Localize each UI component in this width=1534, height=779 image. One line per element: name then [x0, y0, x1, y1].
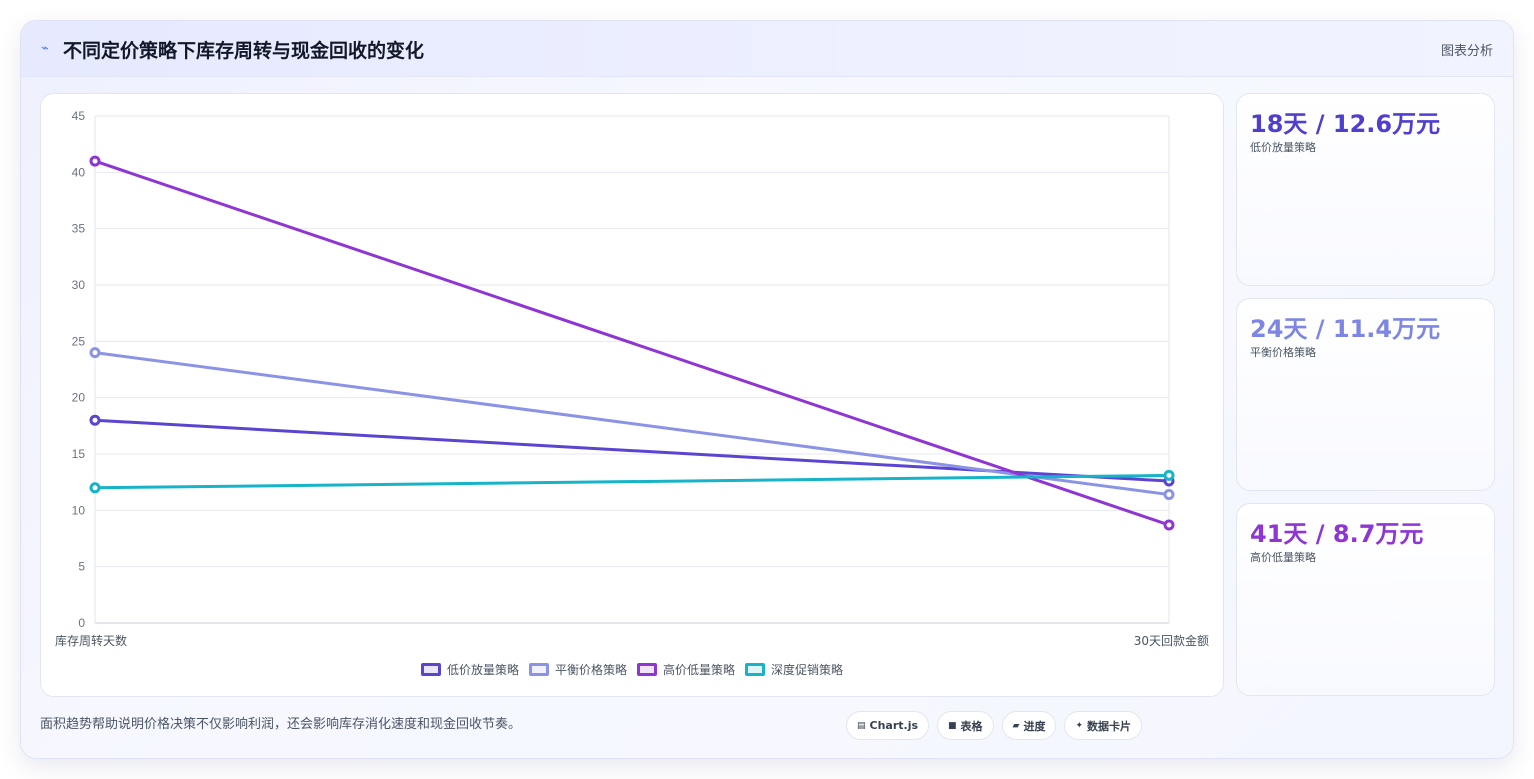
table-icon: ■	[948, 720, 957, 731]
chip-label: 表格	[960, 719, 983, 733]
data-point	[1163, 469, 1175, 481]
chip-label: 进度	[1023, 719, 1046, 733]
y-tick-label: 5	[78, 560, 85, 574]
legend-label: 高价低量策略	[663, 662, 736, 677]
data-point	[1163, 519, 1175, 531]
stat-card-1: 24天 / 11.4万元 平衡价格策略	[1236, 298, 1495, 491]
y-tick-label: 40	[72, 165, 86, 179]
y-tick-label: 35	[72, 222, 86, 236]
chip-table[interactable]: ■ 表格	[937, 711, 994, 740]
legend-swatch	[745, 662, 766, 676]
y-tick-label: 20	[72, 391, 86, 405]
series-line	[94, 351, 1170, 497]
data-point	[89, 414, 101, 426]
progress-icon: ▰	[1012, 720, 1020, 731]
chip-data-card[interactable]: ✦ 数据卡片	[1064, 711, 1143, 740]
series-line	[94, 159, 1170, 527]
data-point	[1163, 489, 1175, 501]
chip-chartjs[interactable]: ▤ Chart.js	[846, 711, 930, 740]
legend-label: 低价放量策略	[446, 662, 519, 677]
y-tick-label: 25	[72, 334, 86, 348]
data-point	[89, 482, 101, 494]
stat-value: 18天 / 12.6万元	[1250, 110, 1441, 138]
legend-swatch	[528, 662, 549, 676]
legend-item[interactable]: 深度促销策略	[745, 659, 843, 679]
sparkle-icon: ✦	[1075, 720, 1084, 731]
line-chart: 0 5 10 15 20 25 30 35 40 45 库存周转天数 30天回款金额	[55, 109, 1209, 648]
x-tick-label: 库存周转天数	[55, 633, 127, 648]
footer-note: 面积趋势帮助说明价格决策不仅影响利润，还会影响库存消化速度和现金回收节奏。	[40, 717, 522, 732]
x-tick-label: 30天回款金额	[1134, 633, 1209, 648]
legend-item[interactable]: 低价放量策略	[420, 659, 519, 679]
stat-label: 平衡价格策略	[1250, 346, 1316, 359]
feature-chips: ▤ Chart.js ■ 表格 ▰ 进度 ✦ 数据卡片	[846, 711, 1143, 740]
y-tick-label: 30	[72, 278, 86, 292]
y-tick-label: 45	[72, 109, 86, 123]
card-tag: 图表分析	[1440, 44, 1493, 59]
stat-value: 41天 / 8.7万元	[1250, 520, 1424, 548]
stat-value: 24天 / 11.4万元	[1250, 315, 1441, 343]
card-header: ⌁ 不同定价策略下库存周转与现金回收的变化 图表分析	[21, 21, 1513, 77]
card-title: 不同定价策略下库存周转与现金回收的变化	[63, 40, 425, 62]
y-tick-label: 0	[78, 616, 85, 630]
legend-item[interactable]: 平衡价格策略	[528, 659, 627, 679]
chip-progress[interactable]: ▰ 进度	[1001, 711, 1057, 740]
legend-label: 深度促销策略	[771, 662, 844, 677]
stat-label: 低价放量策略	[1250, 141, 1316, 154]
y-tick-label: 15	[72, 447, 86, 461]
legend-label: 平衡价格策略	[554, 662, 627, 677]
stat-card-0: 18天 / 12.6万元 低价放量策略	[1236, 93, 1495, 286]
chart-card: ⌁ 不同定价策略下库存周转与现金回收的变化 图表分析 0 5 10 15 20 25 30 3…	[20, 20, 1514, 759]
legend-item[interactable]: 高价低量策略	[637, 659, 735, 679]
stat-card-2: 41天 / 8.7万元 高价低量策略	[1236, 503, 1495, 696]
legend-swatch	[420, 662, 441, 676]
chart-panel: 0 5 10 15 20 25 30 35 40 45 库存周转天数 30天回款金额 低价放量策略 平衡…	[40, 93, 1224, 697]
data-point	[89, 347, 101, 359]
chart-legend: 低价放量策略 平衡价格策略 高价低量策略 深度促销策略	[41, 659, 1223, 679]
stat-label: 高价低量策略	[1250, 551, 1316, 564]
chip-label: 数据卡片	[1087, 719, 1132, 733]
chart-icon: ▤	[857, 720, 866, 731]
trend-icon: ⌁	[41, 41, 49, 56]
series-line	[94, 473, 1170, 490]
y-tick-label: 10	[72, 503, 86, 517]
legend-swatch	[637, 662, 657, 676]
data-point	[89, 155, 101, 167]
chip-label: Chart.js	[869, 719, 919, 732]
